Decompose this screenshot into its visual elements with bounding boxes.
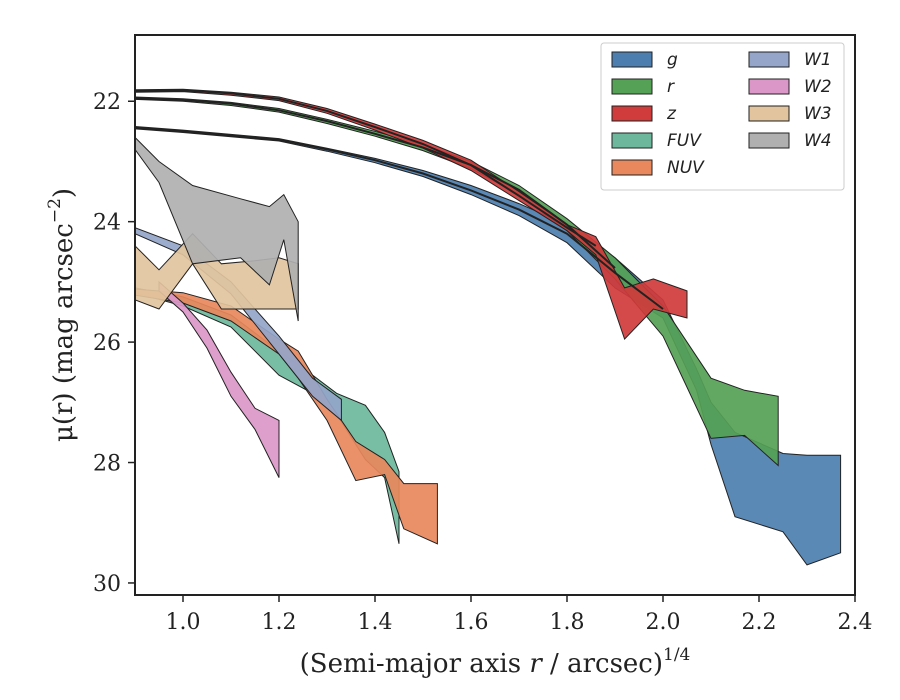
- band-g: [135, 125, 842, 566]
- x-axis-label-exponent: 1/4: [663, 645, 690, 665]
- x-tick-label: 1.8: [550, 610, 585, 635]
- legend-swatch-w1: [748, 51, 790, 68]
- x-tick-label: 2.2: [742, 610, 777, 635]
- x-axis-label: (Semi-major axis r / arcsec)1/4: [300, 645, 691, 679]
- x-tick-label: 1.2: [262, 610, 297, 635]
- x-tick-label: 1.0: [166, 610, 201, 635]
- plot-frame: [134, 34, 856, 596]
- legend-swatch-z: [611, 105, 653, 122]
- legend-swatch-w2: [748, 78, 790, 95]
- y-tick-label: 24: [93, 211, 121, 236]
- legend-swatch-fuv: [611, 132, 653, 149]
- legend-label-w1: W1: [804, 50, 832, 70]
- x-tick-label: 1.6: [454, 610, 489, 635]
- band-layer: [135, 88, 842, 566]
- x-tick-label: 2.0: [646, 610, 681, 635]
- y-axis-label: μ(r) (mag arcsec−2): [45, 188, 79, 442]
- legend-label-fuv: FUV: [667, 131, 702, 151]
- r-profile-line: [135, 97, 616, 269]
- legend-swatch-w4: [748, 132, 790, 149]
- profile-line-layer: [135, 89, 664, 310]
- legend-swatch-r: [611, 78, 653, 95]
- legend-swatch-w3: [748, 105, 790, 122]
- legend-label-w2: W2: [804, 77, 832, 97]
- legend-label-nuv: NUV: [667, 158, 705, 178]
- band-r: [135, 96, 779, 467]
- legend-label-r: r: [667, 77, 675, 97]
- y-axis-ticks: 22 24 26 28 30: [93, 90, 135, 597]
- y-axis-label-text: μ(r) (mag arcsec: [49, 223, 79, 442]
- y-tick-label: 30: [93, 572, 121, 597]
- x-axis-label-text: (Semi-major axis r / arcsec): [300, 649, 663, 679]
- y-axis-label-exponent: −2: [45, 198, 65, 223]
- legend-label-g: g: [667, 50, 678, 70]
- legend-swatch-g: [611, 51, 653, 68]
- y-axis-label-close: ): [49, 188, 79, 198]
- legend-label-z: z: [666, 104, 677, 124]
- y-tick-label: 28: [93, 452, 121, 477]
- legend-label-w3: W3: [804, 104, 832, 124]
- y-tick-label: 26: [93, 331, 121, 356]
- z-profile-line: [135, 89, 597, 247]
- legend: grz FUV NUV W1 W2 W3 W4: [600, 42, 845, 191]
- x-axis-ticks: 1.0 1.2 1.4 1.6 1.8 2.0 2.2 2.4: [166, 595, 873, 635]
- x-tick-label: 2.4: [838, 610, 873, 635]
- band-nuv: [135, 288, 438, 545]
- y-tick-label: 22: [93, 90, 121, 115]
- x-tick-label: 1.4: [358, 610, 393, 635]
- g-profile-line: [135, 126, 664, 310]
- band-w2: [158, 280, 280, 478]
- band-w4: [135, 136, 299, 322]
- legend-label-w4: W4: [804, 131, 832, 151]
- legend-swatch-nuv: [611, 159, 653, 176]
